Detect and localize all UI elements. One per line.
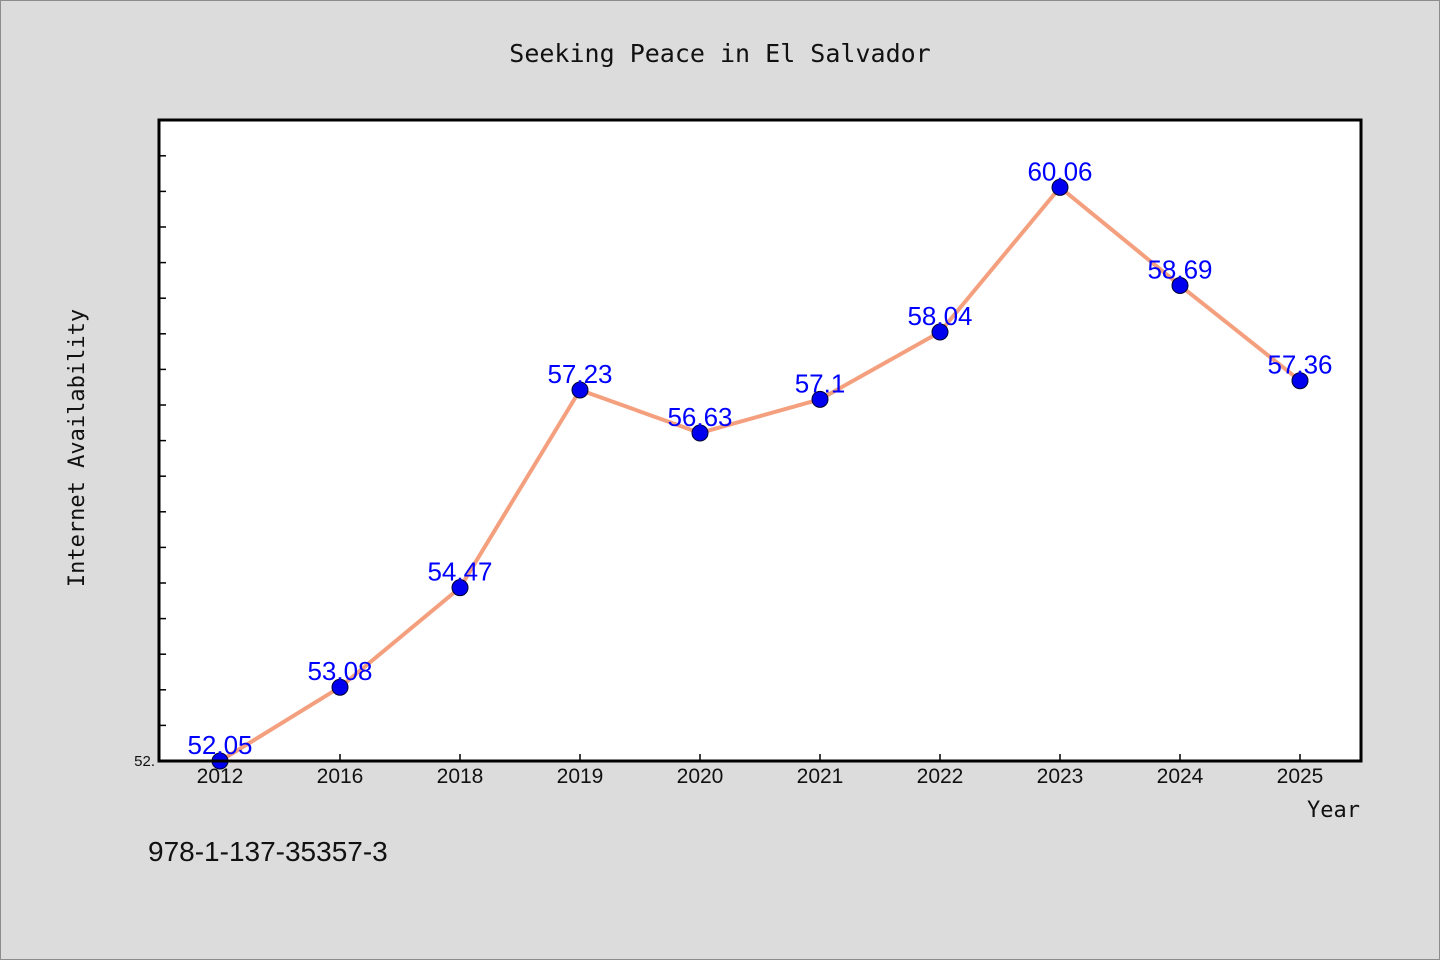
data-label: 54.47 (427, 557, 492, 587)
y-tick-label: 52. (134, 753, 155, 770)
data-labels: 52.05 53.08 54.47 57.23 56.63 57.1 58.04 60.06 5… (187, 156, 1332, 760)
x-axis-ticks: 2012 2016 2018 2019 2020 2021 2022 2023 2024 2025 (197, 754, 1324, 788)
data-points (211, 178, 1309, 770)
data-point (331, 678, 349, 696)
data-label: 58.69 (1147, 254, 1212, 284)
x-tick-label: 2018 (437, 765, 484, 788)
data-point (1171, 276, 1189, 294)
isbn-footer: 978-1-137-35357-3 (148, 836, 388, 867)
x-tick-label: 2023 (1037, 765, 1084, 788)
data-point (811, 390, 829, 408)
x-tick-label: 2019 (557, 765, 604, 788)
data-label: 60.06 (1027, 156, 1092, 186)
data-label: 53.08 (307, 656, 372, 686)
data-label: 52.05 (187, 730, 252, 760)
x-tick-label: 2016 (317, 765, 364, 788)
chart-title: Seeking Peace in El Salvador (509, 39, 930, 68)
x-tick-label: 2024 (1157, 765, 1204, 788)
plot-border (157, 118, 1363, 763)
data-label: 57.23 (547, 359, 612, 389)
data-point (931, 323, 949, 341)
plot-area (159, 120, 1361, 761)
x-tick-label: 2021 (797, 765, 844, 788)
data-label: 57.36 (1267, 350, 1332, 380)
data-point (691, 424, 709, 442)
data-label: 56.63 (667, 402, 732, 432)
data-label: 58.04 (907, 301, 972, 331)
data-point (1291, 372, 1309, 390)
series-line (218, 185, 1302, 763)
x-tick-label: 2025 (1277, 765, 1324, 788)
data-label: 57.1 (795, 368, 846, 398)
x-tick-label: 2020 (677, 765, 724, 788)
x-tick-label: 2012 (197, 765, 244, 788)
y-axis-title: Internet Availability (65, 309, 90, 587)
data-point (451, 579, 469, 597)
data-point (1051, 178, 1069, 196)
x-axis-title: Year (1307, 798, 1360, 823)
x-tick-label: 2022 (917, 765, 964, 788)
data-point (571, 381, 589, 399)
